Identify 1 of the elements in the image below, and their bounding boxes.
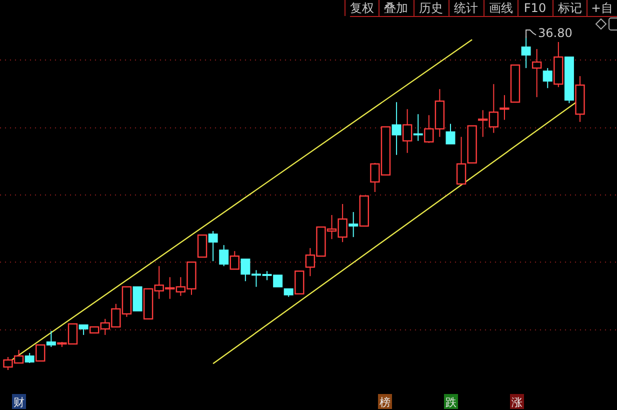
annotation: 36.80 [538,26,572,40]
